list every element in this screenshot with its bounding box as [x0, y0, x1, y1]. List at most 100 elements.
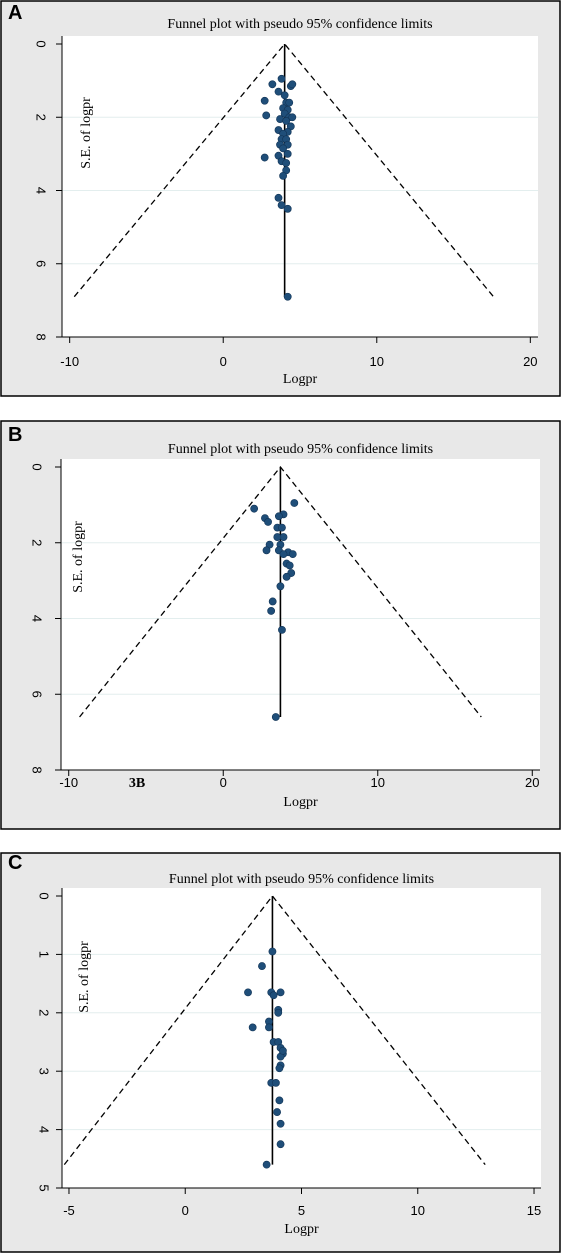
study-point: [269, 991, 278, 1000]
study-point: [276, 582, 285, 591]
study-point: [285, 98, 294, 107]
y-axis-label: S.E. of logpr: [79, 97, 94, 169]
study-point: [279, 550, 288, 559]
study-point: [277, 201, 286, 210]
x-tick-label: 20: [523, 354, 537, 369]
x-tick-label: 20: [525, 775, 539, 790]
study-point: [265, 1023, 273, 1032]
y-tick-label: 3: [37, 1068, 52, 1075]
y-tick-label: 0: [37, 892, 52, 899]
funnel-plot-c: 0 1 2 3 4 5 -5 0 5 10 15 Funnel plot with pseudo 95…: [0, 852, 561, 1253]
x-tick-label: -10: [60, 354, 79, 369]
plot-area: [61, 459, 540, 770]
y-tick-label: 2: [34, 114, 49, 121]
study-point: [279, 144, 288, 153]
x-tick-label: 0: [182, 1203, 189, 1218]
study-point: [271, 713, 280, 721]
study-point: [275, 1064, 284, 1073]
chart-title: Funnel plot with pseudo 95% confidence l…: [168, 442, 433, 457]
x-tick-label: 0: [220, 354, 227, 369]
y-tick-label: 6: [34, 260, 49, 267]
x-tick-label: -5: [63, 1203, 75, 1218]
study-point: [278, 523, 286, 532]
study-point: [268, 80, 277, 89]
study-point: [278, 1046, 287, 1055]
study-point: [244, 988, 252, 997]
y-tick-label: 4: [34, 187, 49, 194]
study-point: [267, 607, 276, 615]
study-point: [288, 113, 297, 122]
x-tick-label: 10: [411, 1203, 425, 1218]
funnel-plot-a: 0 2 4 6 8 -10 0 10 20 Funnel plot with pseudo 95%…: [0, 0, 561, 397]
funnel-limits: [63, 894, 486, 1166]
study-point: [282, 159, 291, 167]
y-tick-label: 5: [37, 1184, 52, 1191]
study-point: [273, 1108, 281, 1116]
plot-area: [62, 36, 538, 337]
y-tick-label: 8: [30, 766, 45, 773]
x-axis-label: Logpr: [283, 372, 318, 387]
study-point: [274, 193, 283, 202]
y-axis-label: S.E. of logpr: [77, 941, 92, 1013]
study-point: [250, 504, 259, 513]
chart-title: Funnel plot with pseudo 95% confidence l…: [169, 872, 434, 887]
x-tick-label: 0: [220, 775, 227, 790]
study-point: [273, 533, 282, 541]
study-point: [276, 988, 285, 997]
y-tick-label: 2: [30, 539, 45, 546]
panel-letter: A: [8, 2, 23, 24]
x-tick-label: 10: [371, 775, 385, 790]
y-tick-label: 4: [37, 1126, 52, 1133]
study-point: [283, 204, 292, 213]
y-tick-label: 2: [37, 1009, 52, 1016]
study-point: [278, 625, 286, 634]
study-point: [264, 518, 272, 526]
x-tick-label: 5: [298, 1203, 305, 1218]
study-point: [262, 1160, 271, 1169]
study-point: [268, 947, 277, 956]
panel-c: C 0 1 2 3 4 5 -5 0 5 10 15 Funnel plot with pseudo …: [0, 852, 561, 1253]
study-point: [283, 149, 292, 158]
y-tick-label: 6: [30, 691, 45, 698]
study-point: [248, 1023, 257, 1032]
plot-area: [62, 888, 541, 1188]
y-axis-label: S.E. of logpr: [71, 521, 86, 593]
y-tick-label: 0: [34, 40, 49, 47]
panel-annotation: 3B: [129, 776, 145, 791]
funnel-plot-b: 0 2 4 6 8 -10 0 10 20 Funnel plot with pseudo 95%…: [0, 420, 561, 830]
panel-b: B 0 2 4 6 8 -10 0 10 20 Funnel plot with pseudo 9…: [0, 420, 561, 830]
y-tick-label: 4: [30, 615, 45, 622]
study-point: [277, 74, 286, 83]
study-point: [288, 80, 297, 89]
study-point: [262, 111, 271, 120]
x-axis-label: Logpr: [284, 1222, 319, 1237]
x-tick-label: 10: [370, 354, 384, 369]
y-tick-label: 0: [30, 463, 45, 470]
y-tick-label: 1: [37, 951, 52, 958]
study-point: [275, 1096, 284, 1105]
study-point: [290, 499, 299, 507]
x-axis-label: Logpr: [283, 795, 318, 810]
study-point: [274, 87, 283, 96]
panel-letter: B: [8, 424, 23, 446]
study-point: [268, 597, 277, 606]
study-point: [258, 962, 266, 970]
study-point: [260, 153, 269, 162]
study-point: [283, 292, 292, 301]
study-point: [285, 561, 294, 570]
study-point: [274, 512, 283, 521]
study-point: [282, 572, 291, 581]
x-tick-label: 15: [527, 1203, 541, 1218]
study-point: [282, 117, 291, 125]
study-point: [280, 91, 289, 100]
study-point: [272, 1078, 280, 1087]
panel-a: A 0 2 4 6 8 -10 0 10 20 Funnel plot with pseudo 9…: [0, 0, 561, 397]
chart-title: Funnel plot with pseudo 95% confidence l…: [167, 17, 432, 32]
study-point: [276, 1119, 285, 1128]
panel-letter: C: [8, 852, 23, 874]
study-point: [260, 96, 269, 105]
study-point: [274, 1008, 283, 1017]
study-point: [276, 1140, 285, 1149]
study-point: [279, 171, 288, 180]
study-point: [288, 550, 297, 559]
